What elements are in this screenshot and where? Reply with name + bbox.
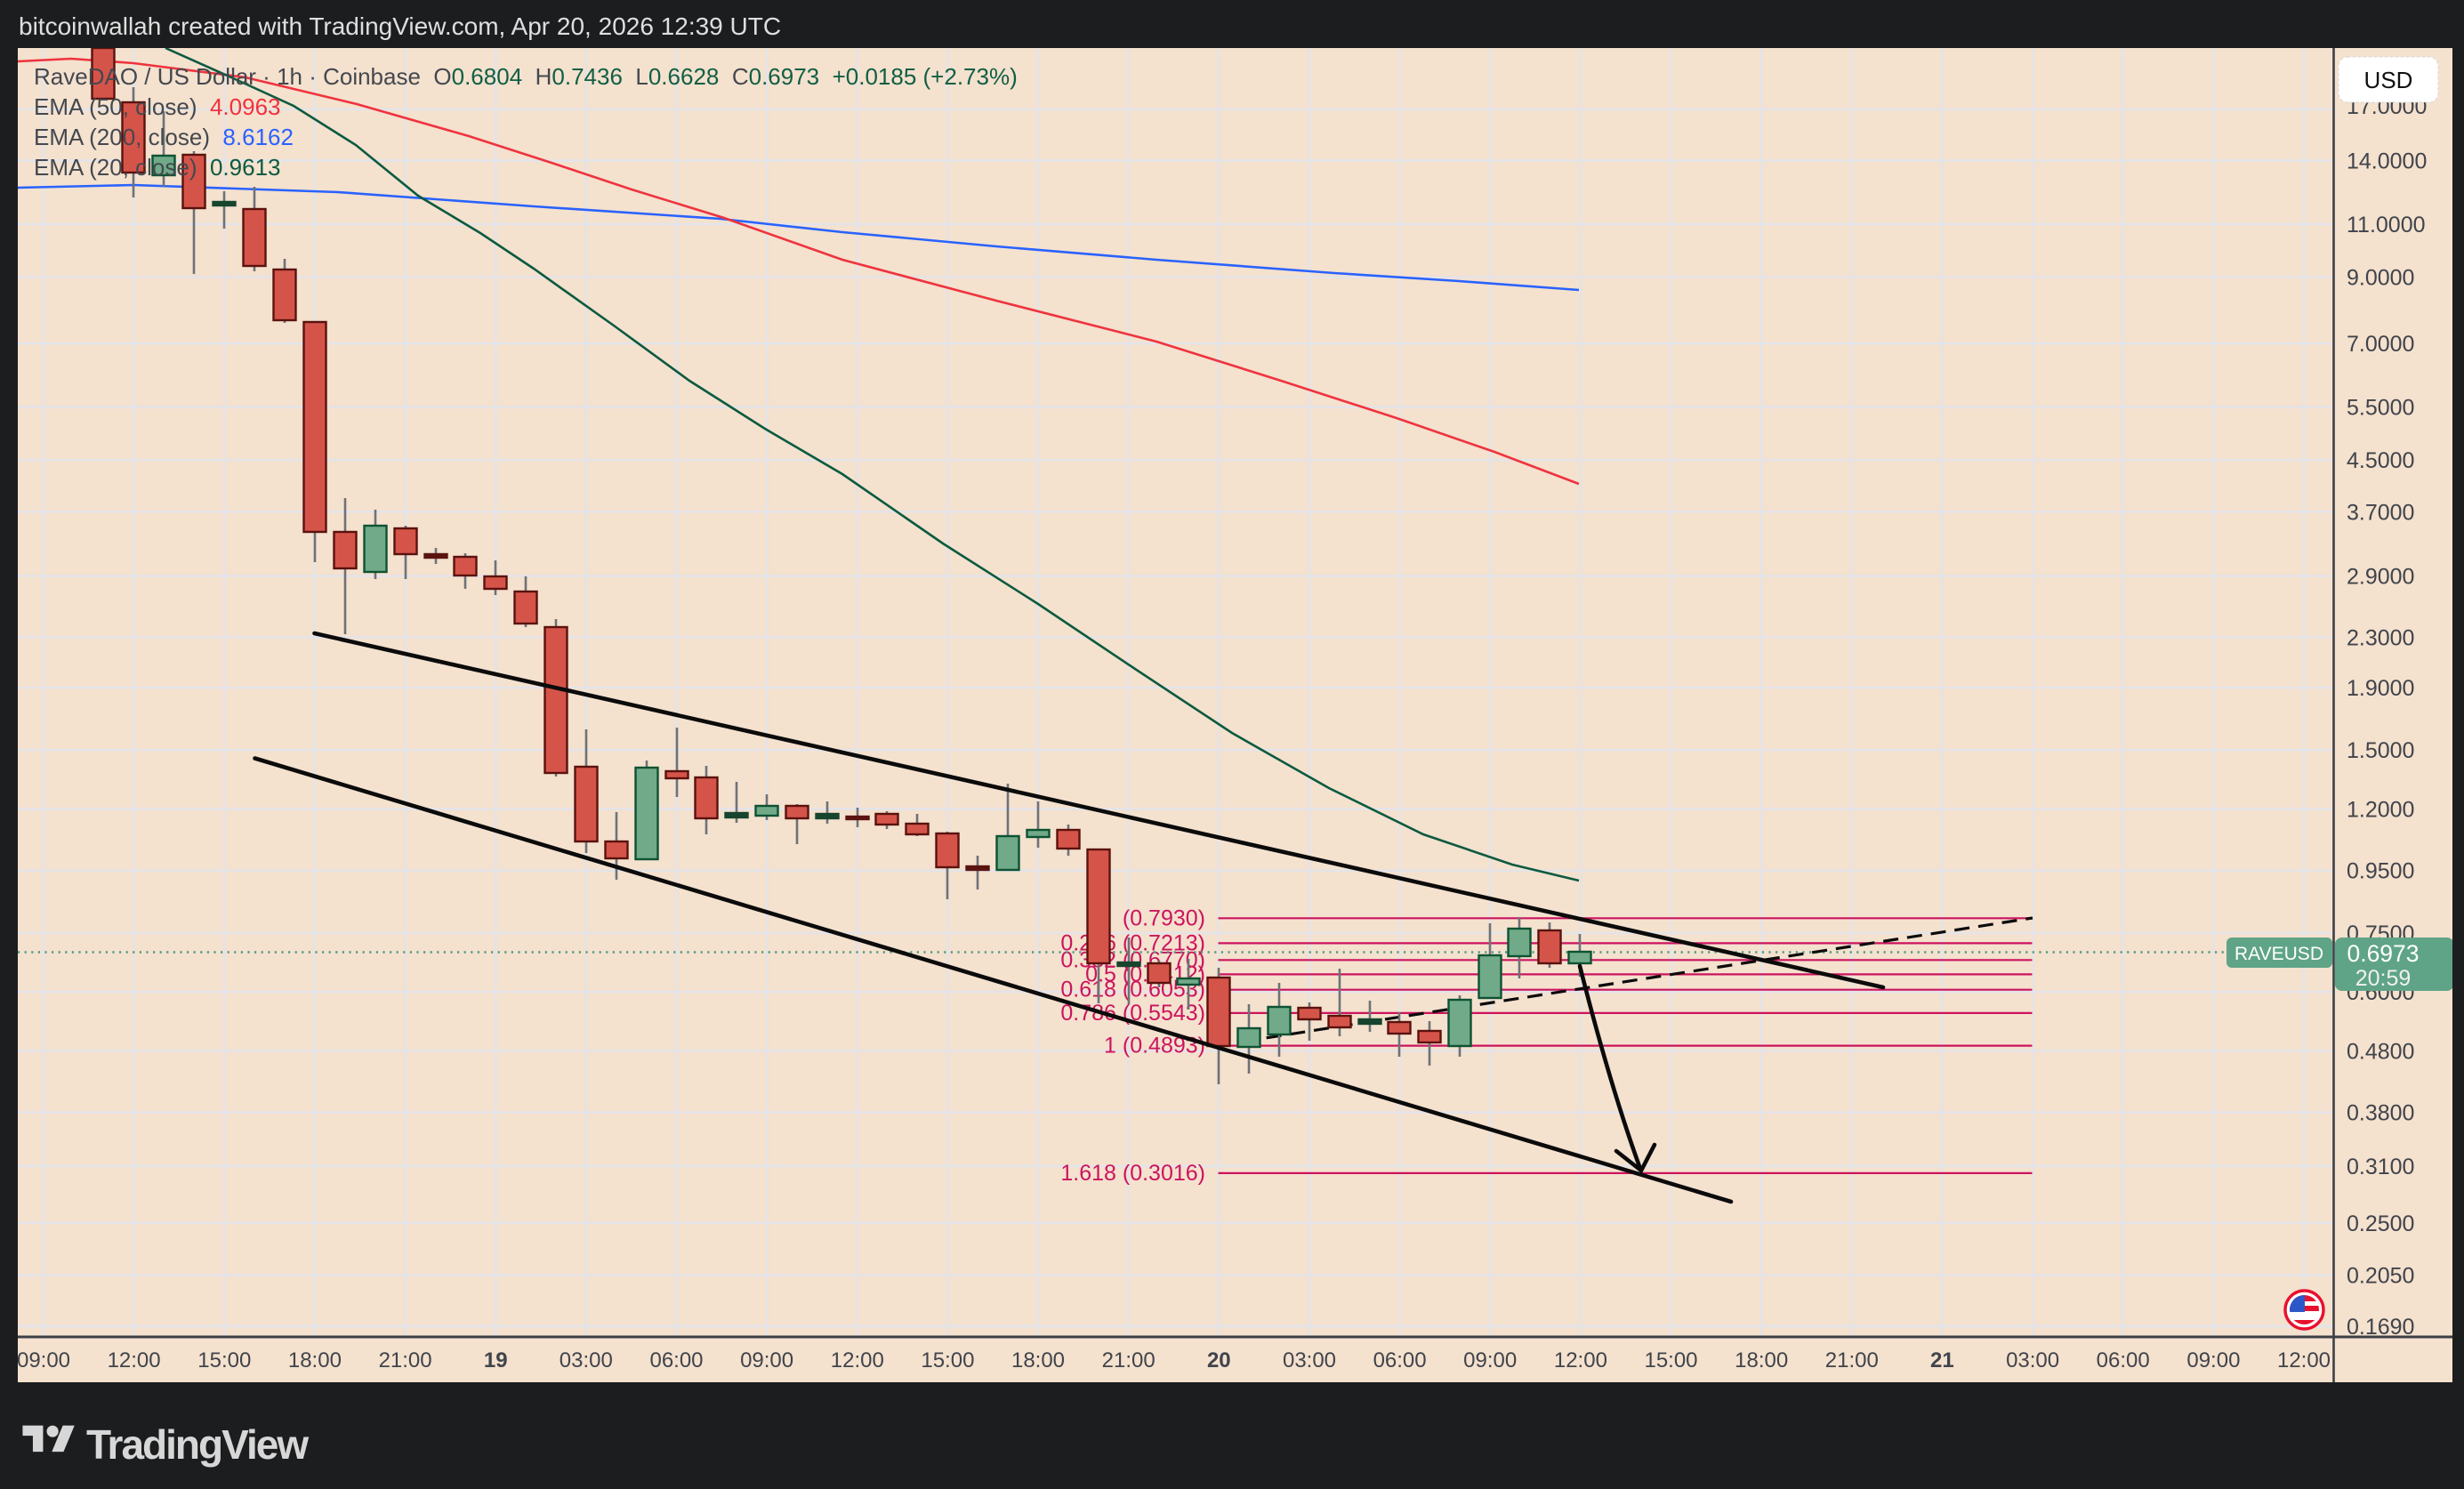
svg-text:1.5000: 1.5000 — [2347, 738, 2414, 763]
svg-text:RaveDAO / US Dollar · 1h · Coi: RaveDAO / US Dollar · 1h · Coinbase O0.6… — [34, 63, 1018, 90]
svg-text:1.618 (0.3016): 1.618 (0.3016) — [1060, 1161, 1205, 1186]
svg-text:06:00: 06:00 — [2097, 1348, 2150, 1372]
svg-text:1 (0.4893): 1 (0.4893) — [1104, 1034, 1205, 1058]
svg-text:11.0000: 11.0000 — [2347, 213, 2426, 237]
svg-text:9.0000: 9.0000 — [2347, 266, 2414, 291]
svg-text:18:00: 18:00 — [1735, 1348, 1788, 1372]
svg-text:0.9500: 0.9500 — [2347, 859, 2414, 884]
svg-text:1.9000: 1.9000 — [2347, 676, 2414, 701]
svg-text:0.3800: 0.3800 — [2347, 1101, 2414, 1126]
svg-text:15:00: 15:00 — [197, 1348, 251, 1372]
svg-text:14.0000: 14.0000 — [2347, 149, 2427, 174]
svg-text:EMA (20, close) 0.9613: EMA (20, close) 0.9613 — [34, 154, 281, 181]
svg-text:09:00: 09:00 — [740, 1348, 793, 1372]
svg-text:18:00: 18:00 — [1011, 1348, 1065, 1372]
svg-text:0.3100: 0.3100 — [2347, 1155, 2414, 1179]
svg-text:09:00: 09:00 — [1463, 1348, 1517, 1372]
svg-text:03:00: 03:00 — [1283, 1348, 1336, 1372]
svg-text:RAVEUSD: RAVEUSD — [2235, 944, 2323, 964]
svg-text:18:00: 18:00 — [288, 1348, 342, 1372]
svg-text:2.3000: 2.3000 — [2347, 625, 2414, 650]
svg-text:03:00: 03:00 — [560, 1348, 613, 1372]
svg-text:21: 21 — [1930, 1348, 1954, 1372]
svg-text:03:00: 03:00 — [2006, 1348, 2059, 1372]
svg-text:0.1690: 0.1690 — [2347, 1315, 2414, 1340]
svg-text:EMA (200, close) 8.6162: EMA (200, close) 8.6162 — [34, 124, 294, 150]
svg-text:15:00: 15:00 — [1644, 1348, 1697, 1372]
svg-text:19: 19 — [484, 1348, 508, 1372]
svg-text:12:00: 12:00 — [108, 1348, 161, 1372]
svg-text:21:00: 21:00 — [379, 1348, 432, 1372]
svg-text:4.5000: 4.5000 — [2347, 448, 2414, 473]
svg-text:0.6973: 0.6973 — [2347, 940, 2419, 967]
svg-text:5.5000: 5.5000 — [2347, 396, 2414, 421]
svg-text:7.0000: 7.0000 — [2347, 332, 2414, 357]
svg-text:EMA (50, close) 4.0963: EMA (50, close) 4.0963 — [34, 93, 281, 120]
svg-text:15:00: 15:00 — [921, 1348, 974, 1372]
svg-text:09:00: 09:00 — [2186, 1348, 2240, 1372]
svg-text:0.2500: 0.2500 — [2347, 1211, 2414, 1236]
svg-text:3.7000: 3.7000 — [2347, 500, 2414, 525]
svg-text:06:00: 06:00 — [1373, 1348, 1427, 1372]
svg-text:USD: USD — [2364, 67, 2413, 93]
svg-text:09:00: 09:00 — [18, 1348, 70, 1372]
svg-text:20:59: 20:59 — [2355, 966, 2412, 991]
svg-text:2.9000: 2.9000 — [2347, 565, 2414, 590]
svg-text:0.2050: 0.2050 — [2347, 1264, 2414, 1289]
svg-text:06:00: 06:00 — [649, 1348, 703, 1372]
svg-text:21:00: 21:00 — [1825, 1348, 1879, 1372]
svg-text:12:00: 12:00 — [2277, 1348, 2331, 1372]
svg-text:12:00: 12:00 — [1554, 1348, 1607, 1372]
svg-text:1.2000: 1.2000 — [2347, 797, 2414, 822]
svg-text:20: 20 — [1207, 1348, 1231, 1372]
svg-text:(0.7930): (0.7930) — [1123, 905, 1205, 930]
svg-text:12:00: 12:00 — [831, 1348, 884, 1372]
svg-text:21:00: 21:00 — [1102, 1348, 1156, 1372]
svg-text:0.4800: 0.4800 — [2347, 1039, 2414, 1064]
